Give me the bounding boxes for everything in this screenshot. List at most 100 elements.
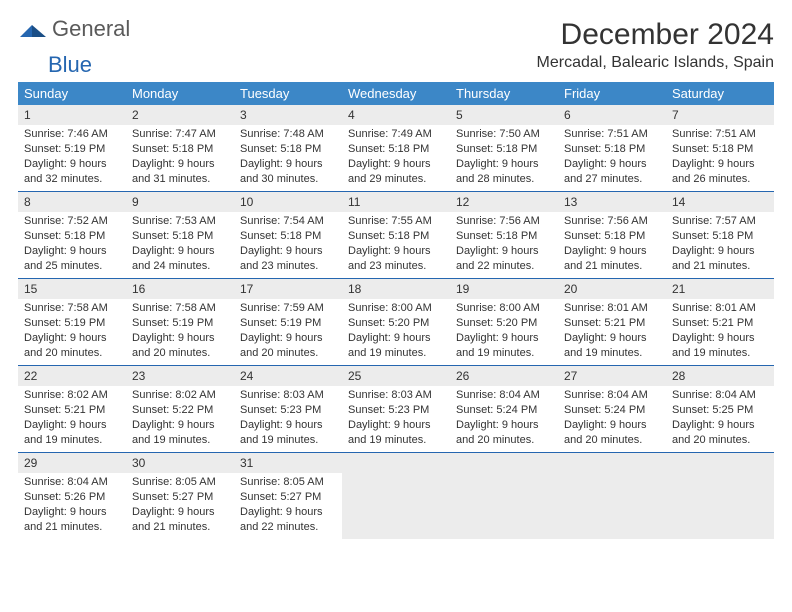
daylight-text-2: and 23 minutes. (240, 259, 336, 274)
sunrise-text: Sunrise: 7:50 AM (456, 127, 552, 142)
day-number: 17 (234, 279, 342, 299)
sunrise-text: Sunrise: 8:04 AM (456, 388, 552, 403)
sunrise-text: Sunrise: 7:56 AM (456, 214, 552, 229)
daylight-text: Daylight: 9 hours (240, 505, 336, 520)
day-body: Sunrise: 7:58 AMSunset: 5:19 PMDaylight:… (18, 299, 126, 364)
daylight-text: Daylight: 9 hours (672, 244, 768, 259)
day-number: 1 (18, 105, 126, 125)
day-cell: 1Sunrise: 7:46 AMSunset: 5:19 PMDaylight… (18, 105, 126, 191)
empty-cell (342, 453, 450, 539)
day-body: Sunrise: 8:04 AMSunset: 5:25 PMDaylight:… (666, 386, 774, 451)
sunset-text: Sunset: 5:20 PM (456, 316, 552, 331)
logo: General (18, 18, 130, 41)
day-cell: 15Sunrise: 7:58 AMSunset: 5:19 PMDayligh… (18, 279, 126, 365)
weekday-header: Saturday (666, 82, 774, 105)
daylight-text-2: and 32 minutes. (24, 172, 120, 187)
daylight-text-2: and 20 minutes. (672, 433, 768, 448)
sunrise-text: Sunrise: 8:03 AM (240, 388, 336, 403)
day-cell: 27Sunrise: 8:04 AMSunset: 5:24 PMDayligh… (558, 366, 666, 452)
day-body: Sunrise: 7:48 AMSunset: 5:18 PMDaylight:… (234, 125, 342, 190)
day-body: Sunrise: 8:01 AMSunset: 5:21 PMDaylight:… (666, 299, 774, 364)
daylight-text: Daylight: 9 hours (564, 331, 660, 346)
week-row: 15Sunrise: 7:58 AMSunset: 5:19 PMDayligh… (18, 279, 774, 366)
calendar: SundayMondayTuesdayWednesdayThursdayFrid… (18, 82, 774, 539)
day-number: 8 (18, 192, 126, 212)
daylight-text-2: and 20 minutes. (564, 433, 660, 448)
daylight-text: Daylight: 9 hours (456, 157, 552, 172)
sunset-text: Sunset: 5:25 PM (672, 403, 768, 418)
daylight-text: Daylight: 9 hours (672, 157, 768, 172)
sunrise-text: Sunrise: 7:57 AM (672, 214, 768, 229)
sunrise-text: Sunrise: 8:05 AM (240, 475, 336, 490)
daylight-text: Daylight: 9 hours (672, 331, 768, 346)
day-cell: 8Sunrise: 7:52 AMSunset: 5:18 PMDaylight… (18, 192, 126, 278)
day-number: 24 (234, 366, 342, 386)
day-number: 28 (666, 366, 774, 386)
logo-icon (18, 19, 48, 41)
sunset-text: Sunset: 5:18 PM (456, 142, 552, 157)
sunrise-text: Sunrise: 8:05 AM (132, 475, 228, 490)
sunset-text: Sunset: 5:27 PM (240, 490, 336, 505)
sunset-text: Sunset: 5:19 PM (240, 316, 336, 331)
sunset-text: Sunset: 5:19 PM (132, 316, 228, 331)
day-cell: 14Sunrise: 7:57 AMSunset: 5:18 PMDayligh… (666, 192, 774, 278)
sunset-text: Sunset: 5:18 PM (672, 229, 768, 244)
sunrise-text: Sunrise: 8:00 AM (456, 301, 552, 316)
day-body: Sunrise: 8:04 AMSunset: 5:24 PMDaylight:… (450, 386, 558, 451)
daylight-text-2: and 19 minutes. (132, 433, 228, 448)
day-number: 19 (450, 279, 558, 299)
day-body: Sunrise: 7:58 AMSunset: 5:19 PMDaylight:… (126, 299, 234, 364)
sunrise-text: Sunrise: 8:04 AM (24, 475, 120, 490)
sunrise-text: Sunrise: 8:01 AM (564, 301, 660, 316)
day-body: Sunrise: 7:53 AMSunset: 5:18 PMDaylight:… (126, 212, 234, 277)
day-number: 27 (558, 366, 666, 386)
sunset-text: Sunset: 5:21 PM (672, 316, 768, 331)
day-cell: 9Sunrise: 7:53 AMSunset: 5:18 PMDaylight… (126, 192, 234, 278)
day-cell: 30Sunrise: 8:05 AMSunset: 5:27 PMDayligh… (126, 453, 234, 539)
day-cell: 18Sunrise: 8:00 AMSunset: 5:20 PMDayligh… (342, 279, 450, 365)
sunset-text: Sunset: 5:18 PM (240, 142, 336, 157)
daylight-text-2: and 21 minutes. (564, 259, 660, 274)
daylight-text-2: and 19 minutes. (348, 346, 444, 361)
daylight-text: Daylight: 9 hours (24, 505, 120, 520)
daylight-text-2: and 20 minutes. (240, 346, 336, 361)
daylight-text: Daylight: 9 hours (132, 505, 228, 520)
daylight-text-2: and 19 minutes. (456, 346, 552, 361)
daylight-text: Daylight: 9 hours (564, 418, 660, 433)
day-number: 7 (666, 105, 774, 125)
day-cell: 23Sunrise: 8:02 AMSunset: 5:22 PMDayligh… (126, 366, 234, 452)
day-number: 12 (450, 192, 558, 212)
daylight-text-2: and 20 minutes. (24, 346, 120, 361)
sunset-text: Sunset: 5:26 PM (24, 490, 120, 505)
day-cell: 22Sunrise: 8:02 AMSunset: 5:21 PMDayligh… (18, 366, 126, 452)
location: Mercadal, Balearic Islands, Spain (537, 54, 774, 72)
daylight-text-2: and 29 minutes. (348, 172, 444, 187)
week-row: 29Sunrise: 8:04 AMSunset: 5:26 PMDayligh… (18, 453, 774, 539)
daylight-text: Daylight: 9 hours (348, 244, 444, 259)
day-number: 21 (666, 279, 774, 299)
sunrise-text: Sunrise: 8:03 AM (348, 388, 444, 403)
day-cell: 16Sunrise: 7:58 AMSunset: 5:19 PMDayligh… (126, 279, 234, 365)
sunset-text: Sunset: 5:20 PM (348, 316, 444, 331)
sunrise-text: Sunrise: 8:02 AM (24, 388, 120, 403)
day-number: 6 (558, 105, 666, 125)
day-number: 11 (342, 192, 450, 212)
daylight-text-2: and 22 minutes. (456, 259, 552, 274)
daylight-text-2: and 23 minutes. (348, 259, 444, 274)
week-row: 22Sunrise: 8:02 AMSunset: 5:21 PMDayligh… (18, 366, 774, 453)
day-body: Sunrise: 8:02 AMSunset: 5:22 PMDaylight:… (126, 386, 234, 451)
day-number: 31 (234, 453, 342, 473)
day-number: 15 (18, 279, 126, 299)
sunset-text: Sunset: 5:24 PM (564, 403, 660, 418)
sunset-text: Sunset: 5:18 PM (348, 142, 444, 157)
day-cell: 11Sunrise: 7:55 AMSunset: 5:18 PMDayligh… (342, 192, 450, 278)
daylight-text-2: and 31 minutes. (132, 172, 228, 187)
day-body: Sunrise: 8:03 AMSunset: 5:23 PMDaylight:… (342, 386, 450, 451)
day-number: 16 (126, 279, 234, 299)
weekday-header: Wednesday (342, 82, 450, 105)
sunrise-text: Sunrise: 7:51 AM (564, 127, 660, 142)
daylight-text-2: and 20 minutes. (132, 346, 228, 361)
sunrise-text: Sunrise: 7:53 AM (132, 214, 228, 229)
month-title: December 2024 (537, 18, 774, 52)
day-cell: 7Sunrise: 7:51 AMSunset: 5:18 PMDaylight… (666, 105, 774, 191)
